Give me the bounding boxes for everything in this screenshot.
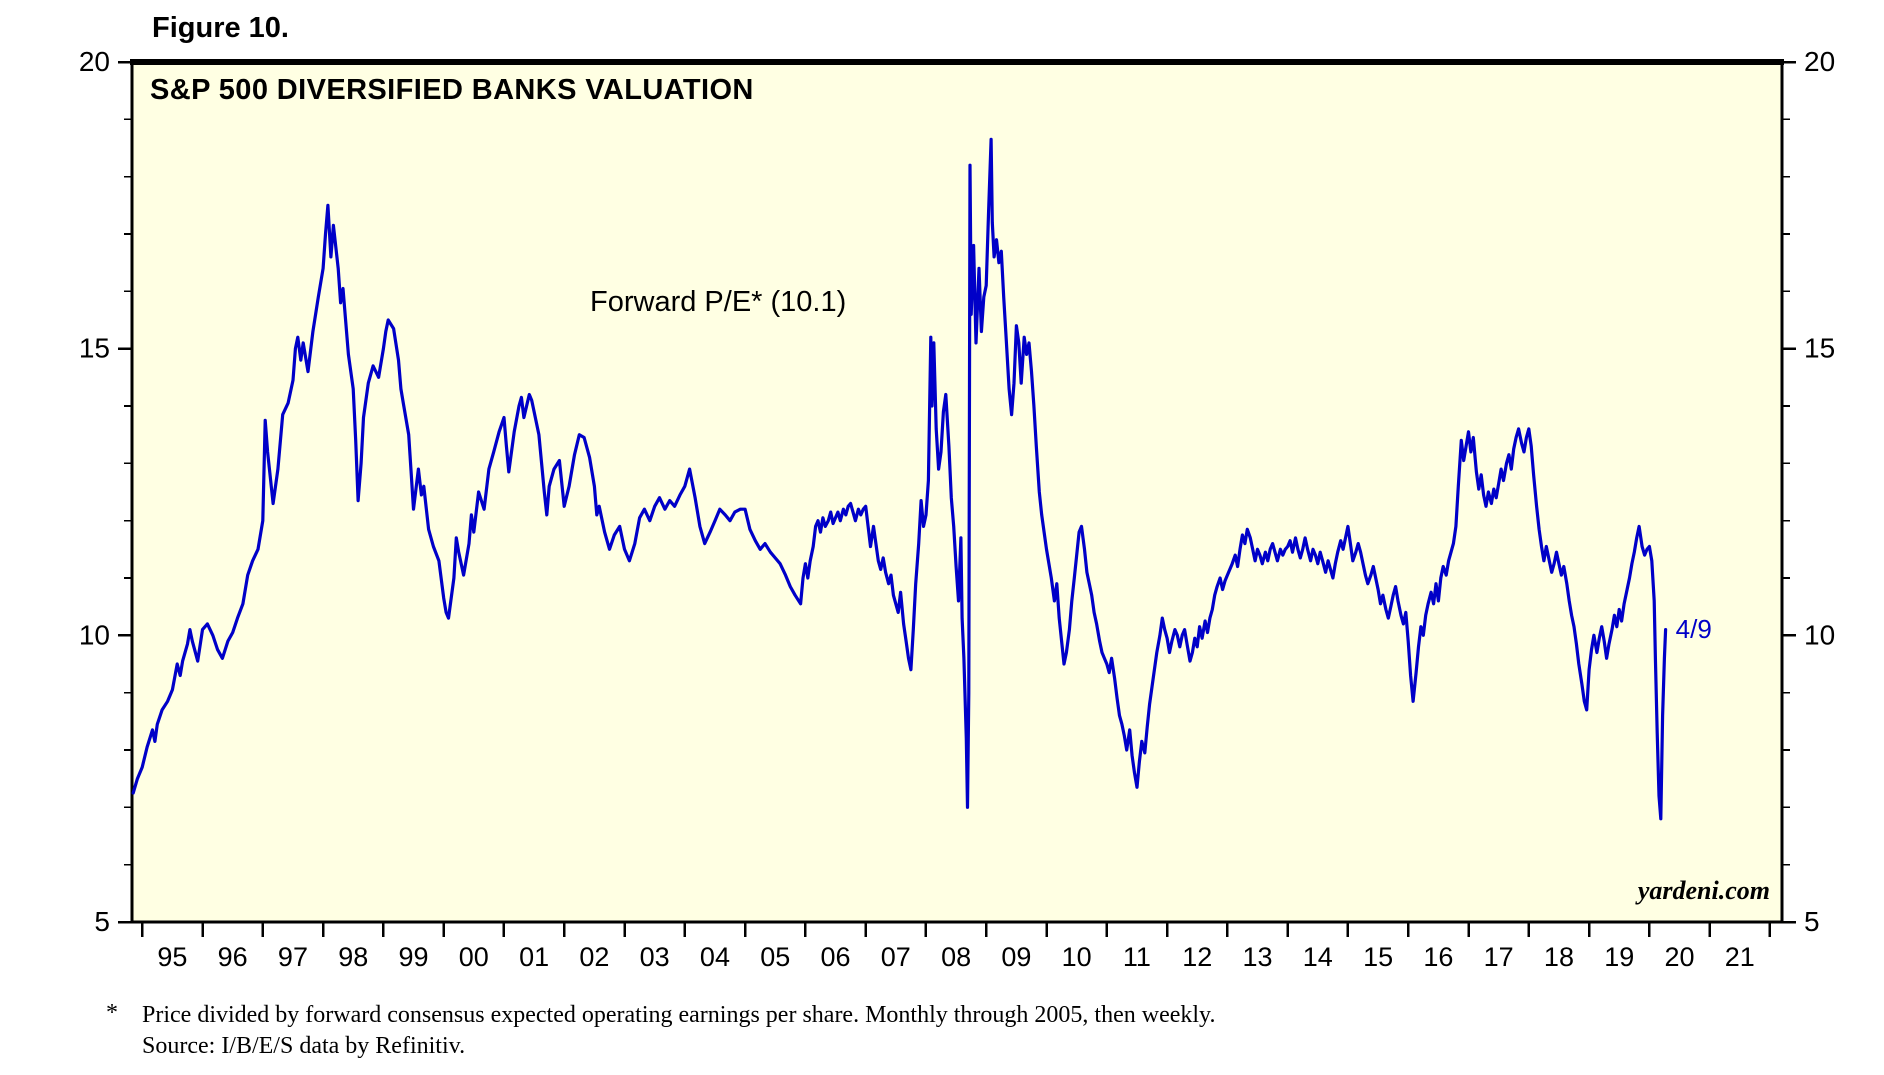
x-axis-label: 06 xyxy=(821,942,851,972)
x-axis-label: 16 xyxy=(1423,942,1453,972)
y-axis-label-left: 10 xyxy=(79,619,110,650)
footnote-lines: Price divided by forward consensus expec… xyxy=(142,1000,1215,1062)
footnote-line-2: Source: I/B/E/S data by Refinitiv. xyxy=(142,1033,466,1059)
x-axis-label: 10 xyxy=(1062,942,1092,972)
x-axis-label: 17 xyxy=(1484,942,1514,972)
y-axis-label-left: 5 xyxy=(94,906,110,937)
x-axis-label: 03 xyxy=(640,942,670,972)
x-axis-label: 04 xyxy=(700,942,730,972)
x-axis-label: 18 xyxy=(1544,942,1574,972)
x-axis-label: 08 xyxy=(941,942,971,972)
x-axis-label: 14 xyxy=(1303,942,1333,972)
figure-label: Figure 10. xyxy=(152,12,289,44)
latest-date-label: 4/9 xyxy=(1675,613,1712,644)
x-axis-label: 19 xyxy=(1604,942,1634,972)
series-annotation: Forward P/E* (10.1) xyxy=(590,286,847,318)
forward-pe-series-line xyxy=(131,137,1668,821)
x-axis-label: 95 xyxy=(157,942,187,972)
x-axis-label: 97 xyxy=(278,942,308,972)
footnote-line-1: Price divided by forward consensus expec… xyxy=(142,1002,1216,1028)
x-axis-label: 09 xyxy=(1001,942,1031,972)
y-axis-label-right: 5 xyxy=(1804,906,1820,937)
x-axis-label: 11 xyxy=(1123,942,1151,972)
footnote-marker: * xyxy=(106,1000,118,1026)
brand-watermark: yardeni.com xyxy=(1637,876,1770,905)
x-axis-label: 00 xyxy=(459,942,489,972)
x-axis-label: 07 xyxy=(881,942,911,972)
x-axis-label: 96 xyxy=(218,942,248,972)
y-axis-label-right: 10 xyxy=(1804,619,1835,650)
y-axis-label-right: 20 xyxy=(1804,46,1835,77)
y-axis-label-right: 15 xyxy=(1804,333,1835,364)
y-axis-label-left: 20 xyxy=(79,46,110,77)
chart-title: S&P 500 DIVERSIFIED BANKS VALUATION xyxy=(150,74,754,106)
x-axis-label: 15 xyxy=(1363,942,1393,972)
x-axis-label: 98 xyxy=(338,942,368,972)
footnote: * Price divided by forward consensus exp… xyxy=(106,1000,1215,1062)
y-axis-label-left: 15 xyxy=(79,333,110,364)
x-axis-label: 21 xyxy=(1725,942,1755,972)
x-axis-label: 05 xyxy=(760,942,790,972)
x-axis-label: 99 xyxy=(399,942,429,972)
x-axis-label: 01 xyxy=(519,942,549,972)
x-axis-label: 20 xyxy=(1664,942,1694,972)
x-axis-label: 02 xyxy=(579,942,609,972)
x-axis-label: 13 xyxy=(1242,942,1272,972)
x-axis-label: 12 xyxy=(1182,942,1212,972)
